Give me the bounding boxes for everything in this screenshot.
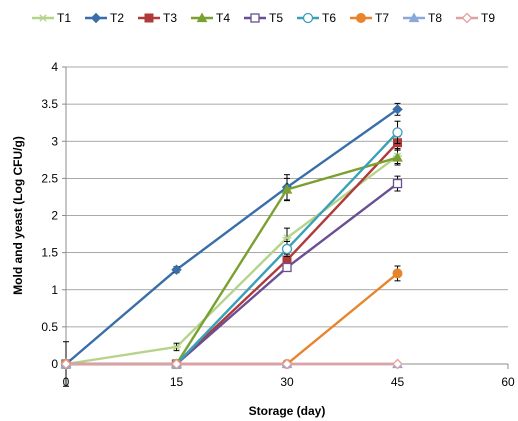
legend-item-T8: T8	[403, 11, 442, 25]
series-line-T2	[65, 108, 399, 365]
point-T4-2	[281, 183, 293, 194]
point-T4-3	[392, 152, 403, 162]
point-T5-2	[282, 262, 292, 273]
legend-item-T4: T4	[191, 11, 230, 25]
y-tick-label-2: 1	[51, 283, 58, 297]
legend-label-T4: T4	[216, 11, 230, 25]
legend-marker-T4	[196, 12, 208, 23]
y-tick-label-3: 1.5	[41, 246, 58, 260]
series-line-T1	[65, 155, 399, 366]
legend-item-T1: T1	[32, 11, 71, 25]
point-T7-3	[392, 268, 403, 279]
point-T9-3	[392, 358, 403, 370]
x-tick-label-3: 45	[391, 375, 405, 389]
series-T5	[61, 175, 403, 369]
point-T2-1	[171, 264, 182, 275]
y-tick-label-1: 0.5	[41, 320, 58, 334]
legend-label-T8: T8	[428, 11, 442, 25]
legend-item-T5: T5	[244, 11, 283, 25]
y-tick-label-8: 4	[51, 60, 58, 74]
x-tick-label-2: 30	[280, 375, 294, 389]
legend-marker-T1	[38, 14, 48, 22]
legend-label-T9: T9	[481, 11, 495, 25]
series-line-T7	[66, 272, 399, 366]
y-tick-label-0: 0	[51, 357, 58, 371]
y-tick-label-7: 3.5	[41, 97, 58, 111]
x-tick-label-1: 15	[170, 375, 184, 389]
legend-item-T9: T9	[456, 11, 495, 25]
legend-label-T3: T3	[163, 11, 177, 25]
series-layer	[60, 102, 403, 387]
legend-marker-T6	[302, 12, 314, 24]
legend-marker-T5	[250, 13, 260, 23]
x-tick-label-4: 60	[501, 375, 515, 389]
legend-label-T2: T2	[110, 11, 124, 25]
point-T1-1	[172, 343, 181, 351]
legend-label-T5: T5	[269, 11, 283, 25]
point-T9-0	[60, 358, 72, 370]
legend-label-T6: T6	[322, 11, 336, 25]
legend-label-T7: T7	[375, 11, 389, 25]
legend-marker-T8	[408, 12, 420, 23]
y-axis-title: Mold and yeast (Log CFU/g)	[11, 136, 25, 295]
series-line-T4	[66, 156, 398, 366]
point-T2-3	[392, 104, 403, 115]
legend-marker-T3	[144, 13, 154, 23]
legend-item-T7: T7	[350, 11, 389, 25]
legend-item-T2: T2	[85, 11, 124, 25]
legend-marker-T9	[461, 12, 473, 24]
legend-marker-T2	[90, 12, 102, 24]
point-T1-2	[282, 234, 292, 242]
series-T9	[60, 358, 403, 370]
legend-marker-T7	[356, 13, 366, 23]
point-T9-1	[171, 358, 182, 370]
legend: T1 T2 T3 T4 T5 T6 T7 T8 T9	[32, 11, 495, 25]
series-line-T3	[66, 141, 399, 366]
point-T6-3	[392, 127, 403, 138]
axes: 00.511.522.533.54015304560	[41, 60, 515, 389]
series-T6	[60, 120, 403, 370]
point-T6-2	[281, 243, 293, 255]
legend-item-T6: T6	[297, 11, 336, 25]
y-tick-label-6: 3	[51, 134, 58, 148]
point-T9-2	[281, 358, 293, 370]
legend-item-T3: T3	[138, 11, 177, 25]
series-line-T6	[66, 131, 399, 366]
series-T2	[60, 102, 403, 387]
point-T5-3	[392, 178, 403, 189]
x-axis-title: Storage (day)	[249, 404, 326, 418]
y-tick-label-4: 2	[51, 209, 58, 223]
y-tick-label-5: 2.5	[41, 171, 58, 185]
series-line-T5	[66, 182, 399, 366]
legend-label-T1: T1	[57, 11, 71, 25]
